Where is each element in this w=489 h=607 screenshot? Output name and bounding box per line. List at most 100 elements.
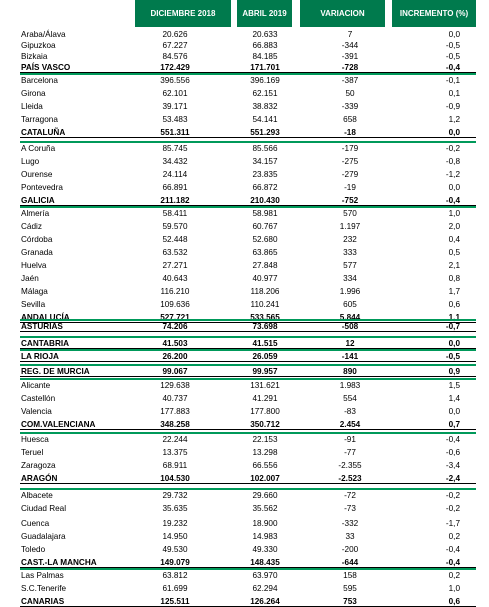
table-row: Tarragona 53.483 54.141 658 1,2 — [20, 114, 476, 125]
cell-abr2019: 22.153 — [252, 435, 278, 444]
table-row: Huesca 22.244 22.153 -91 -0,4 — [20, 434, 476, 445]
cell-incremento: 1,0 — [448, 584, 460, 593]
cell-variacion: -279 — [341, 170, 359, 179]
cell-abr2019: 18.900 — [252, 519, 278, 528]
cell-dic2018: 61.699 — [162, 584, 188, 593]
table-row: Lugo 34.432 34.157 -275 -0,8 — [20, 156, 476, 167]
cell-name: LA RIOJA — [21, 352, 59, 361]
cell-name: Pontevedra — [21, 183, 63, 192]
table-row: Pontevedra 66.891 66.872 -19 0,0 — [20, 182, 476, 193]
total-row: CAST.-LA MANCHA 149.079 148.435 -644 -0,4 — [20, 557, 476, 568]
cell-abr2019: 54.141 — [252, 115, 278, 124]
cell-incremento: 1,4 — [448, 394, 460, 403]
cell-abr2019: 126.264 — [250, 597, 280, 606]
cell-abr2019: 177.800 — [250, 407, 280, 416]
cell-name: Valencia — [21, 407, 52, 416]
cell-name: Huelva — [21, 261, 47, 270]
cell-variacion: 158 — [343, 571, 357, 580]
cell-incremento: 0,0 — [448, 30, 460, 39]
cell-dic2018: 13.375 — [162, 448, 188, 457]
cell-abr2019: 49.330 — [252, 545, 278, 554]
total-row: COM.VALENCIANA 348.258 350.712 2.454 0,7 — [20, 419, 476, 430]
cell-variacion: -339 — [341, 102, 359, 111]
cell-variacion: -83 — [344, 407, 356, 416]
cell-abr2019: 131.621 — [250, 381, 280, 390]
cell-abr2019: 99.957 — [252, 367, 278, 376]
header-incremento: INCREMENTO (%) — [392, 0, 476, 27]
table-row: Zaragoza 68.911 66.556 -2.355 -3,4 — [20, 460, 476, 471]
group-separator — [20, 336, 476, 338]
cell-incremento: -0,4 — [445, 63, 460, 72]
cell-variacion: -275 — [341, 157, 359, 166]
cell-incremento: 0,5 — [448, 248, 460, 257]
table-row: A Coruña 85.745 85.566 -179 -0,2 — [20, 143, 476, 154]
cell-variacion: -344 — [341, 41, 359, 50]
cell-name: Cuenca — [21, 519, 50, 528]
cell-variacion: -508 — [341, 322, 359, 331]
cell-abr2019: 551.293 — [250, 128, 280, 137]
cell-variacion: 232 — [343, 235, 357, 244]
cell-name: Jaén — [21, 274, 39, 283]
group-separator — [20, 364, 476, 366]
cell-variacion: -752 — [341, 196, 359, 205]
table-row: Girona 62.101 62.151 50 0,1 — [20, 88, 476, 99]
cell-name: Almería — [21, 209, 50, 218]
cell-dic2018: 129.638 — [160, 381, 190, 390]
cell-dic2018: 40.737 — [162, 394, 188, 403]
cell-variacion: 577 — [343, 261, 357, 270]
cell-abr2019: 14.983 — [252, 532, 278, 541]
cell-dic2018: 104.530 — [160, 474, 190, 483]
cell-incremento: 1,5 — [448, 381, 460, 390]
cell-abr2019: 148.435 — [250, 558, 280, 567]
cell-abr2019: 350.712 — [250, 420, 280, 429]
cell-name: COM.VALENCIANA — [21, 420, 96, 429]
total-row: ASTURIAS 74.206 73.698 -508 -0,7 — [20, 321, 476, 332]
cell-variacion: 554 — [343, 394, 357, 403]
cell-incremento: -0,8 — [445, 157, 460, 166]
cell-abr2019: 27.848 — [252, 261, 278, 270]
cell-name: Alicante — [21, 381, 51, 390]
table-row: Gipuzkoa 67.227 66.883 -344 -0,5 — [20, 40, 476, 51]
cell-name: Córdoba — [21, 235, 53, 244]
group-separator — [20, 206, 476, 208]
cell-dic2018: 348.258 — [160, 420, 190, 429]
cell-incremento: 0,8 — [448, 274, 460, 283]
total-row: ARAGÓN 104.530 102.007 -2.523 -2,4 — [20, 473, 476, 484]
cell-variacion: -18 — [344, 128, 356, 137]
cell-incremento: -0,7 — [445, 322, 460, 331]
cell-dic2018: 41.503 — [162, 339, 188, 348]
cell-name: Toledo — [21, 545, 46, 554]
cell-dic2018: 19.232 — [162, 519, 188, 528]
cell-name: Sevilla — [21, 300, 46, 309]
cell-variacion: 12 — [345, 339, 355, 348]
cell-dic2018: 109.636 — [160, 300, 190, 309]
table-row: Ourense 24.114 23.835 -279 -1,2 — [20, 169, 476, 180]
cell-incremento: 1,1 — [448, 313, 460, 322]
table-row: Granada 63.532 63.865 333 0,5 — [20, 247, 476, 258]
cell-incremento: 0,1 — [448, 89, 460, 98]
cell-name: Guadalajara — [21, 532, 66, 541]
cell-name: PAÍS VASCO — [21, 63, 71, 72]
cell-variacion: -91 — [344, 435, 356, 444]
cell-name: Las Palmas — [21, 571, 64, 580]
total-row: CATALUÑA 551.311 551.293 -18 0,0 — [20, 127, 476, 138]
cell-name: Albacete — [21, 491, 53, 500]
cell-name: CANARIAS — [21, 597, 65, 606]
cell-name: CANTABRIA — [21, 339, 70, 348]
cell-incremento: 0,2 — [448, 571, 460, 580]
cell-abr2019: 29.660 — [252, 491, 278, 500]
cell-name: Lleida — [21, 102, 43, 111]
cell-dic2018: 172.429 — [160, 63, 190, 72]
cell-incremento: -0,4 — [445, 196, 460, 205]
table-row: Castellón 40.737 41.291 554 1,4 — [20, 393, 476, 404]
cell-dic2018: 68.911 — [162, 461, 188, 470]
table-row: S.C.Tenerife 61.699 62.294 595 1,0 — [20, 583, 476, 594]
cell-variacion: -391 — [341, 52, 359, 61]
header-abr2019: ABRIL 2019 — [237, 0, 292, 27]
cell-dic2018: 396.556 — [160, 76, 190, 85]
cell-dic2018: 177.883 — [160, 407, 190, 416]
cell-variacion: -19 — [344, 183, 356, 192]
cell-dic2018: 59.570 — [162, 222, 188, 231]
cell-dic2018: 211.182 — [160, 196, 190, 205]
table-row: Huelva 27.271 27.848 577 2,1 — [20, 260, 476, 271]
